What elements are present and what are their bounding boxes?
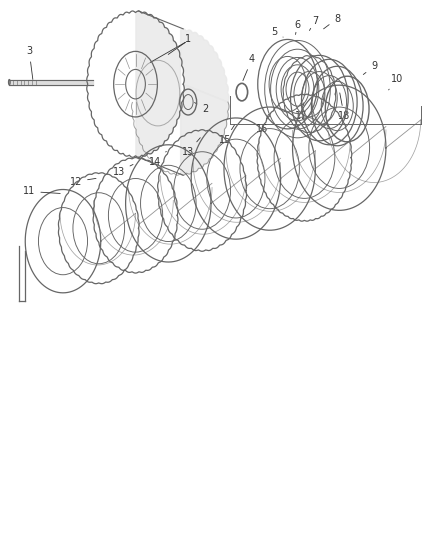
Text: 6: 6 — [294, 20, 300, 35]
Text: 15: 15 — [219, 125, 234, 145]
Text: 9: 9 — [363, 61, 377, 75]
Text: 17: 17 — [295, 103, 307, 121]
Text: 12: 12 — [70, 176, 96, 187]
Ellipse shape — [8, 79, 10, 85]
Text: 14: 14 — [149, 151, 166, 167]
Text: 4: 4 — [243, 54, 255, 80]
Text: 3: 3 — [26, 46, 33, 79]
Text: 11: 11 — [23, 187, 60, 197]
Text: 7: 7 — [309, 15, 318, 30]
Text: 13: 13 — [182, 138, 200, 157]
Text: 16: 16 — [256, 115, 268, 134]
Text: 1: 1 — [185, 35, 191, 44]
Text: 13: 13 — [113, 165, 133, 176]
Text: 5: 5 — [272, 28, 283, 37]
Polygon shape — [136, 11, 229, 175]
Text: 10: 10 — [389, 74, 403, 90]
Text: 8: 8 — [324, 13, 340, 29]
Text: 18: 18 — [338, 93, 350, 121]
Text: 2: 2 — [194, 102, 208, 114]
